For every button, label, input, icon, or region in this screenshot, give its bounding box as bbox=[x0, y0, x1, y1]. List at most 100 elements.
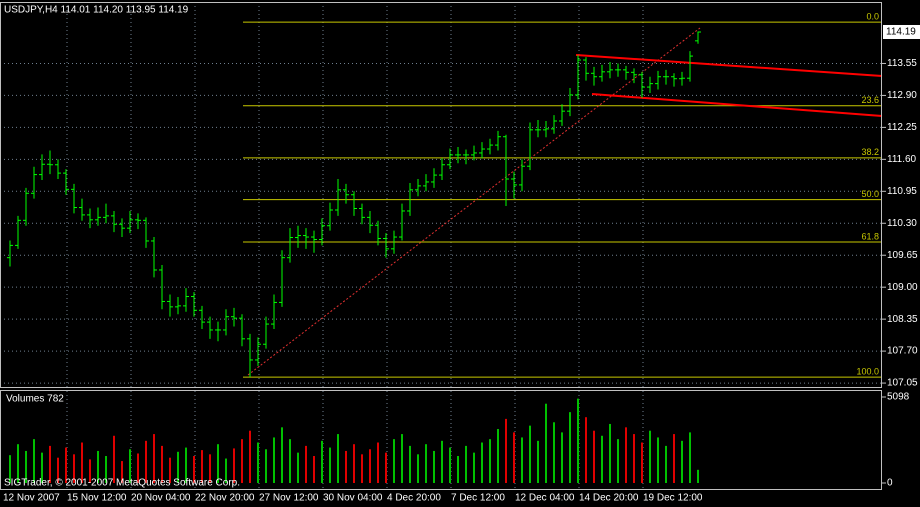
volume-bar bbox=[449, 447, 451, 483]
volume-bar bbox=[577, 398, 579, 483]
volume-bar bbox=[545, 403, 547, 483]
volume-bar bbox=[169, 457, 171, 483]
volume-bar bbox=[529, 425, 531, 483]
volume-bar bbox=[465, 445, 467, 483]
current-price-label: 114.19 bbox=[886, 27, 916, 38]
fib-level-label: 61.8 bbox=[861, 231, 879, 241]
price-panel-frame bbox=[0, 2, 882, 388]
volume-bar bbox=[433, 450, 435, 483]
volume-bar bbox=[161, 445, 163, 483]
y-tick-label: 110.30 bbox=[887, 218, 917, 229]
volume-bar bbox=[393, 439, 395, 483]
volume-bar bbox=[505, 418, 507, 483]
y-tick-label: 107.05 bbox=[887, 378, 918, 389]
x-tick-label: 7 Dec 12:00 bbox=[451, 493, 505, 504]
volume-bar bbox=[481, 442, 483, 483]
y-tick-label: 107.70 bbox=[887, 346, 918, 357]
fib-level-label: 0.0 bbox=[866, 12, 879, 22]
volume-bar bbox=[385, 452, 387, 483]
volume-bar bbox=[353, 444, 355, 483]
volume-bar bbox=[273, 437, 275, 483]
volume-bar bbox=[593, 430, 595, 483]
channel-upper bbox=[575, 54, 883, 77]
volume-bar bbox=[105, 456, 107, 483]
volume-bar bbox=[313, 456, 315, 483]
trend-line bbox=[247, 27, 701, 376]
volume-bar bbox=[537, 440, 539, 483]
volume-bar bbox=[401, 434, 403, 483]
volume-bar bbox=[321, 440, 323, 483]
volume-bar bbox=[561, 432, 563, 483]
volume-bar bbox=[113, 435, 115, 483]
copyright: SIGTrader, © 2001-2007 MetaQuotes Softwa… bbox=[4, 478, 240, 489]
volume-bar bbox=[41, 452, 43, 483]
volume-bar bbox=[473, 452, 475, 483]
volume-bar bbox=[689, 432, 691, 483]
volume-bar bbox=[553, 422, 555, 483]
volume-bar bbox=[121, 461, 123, 483]
volume-bar bbox=[457, 456, 459, 483]
y-tick-label: 109.65 bbox=[887, 250, 918, 261]
volume-bar bbox=[201, 450, 203, 483]
volume-bar bbox=[337, 434, 339, 483]
volume-tick-label: 5098 bbox=[887, 392, 910, 403]
volume-bar bbox=[193, 456, 195, 483]
volume-bar bbox=[297, 452, 299, 483]
volume-bar bbox=[33, 439, 35, 483]
volume-bar bbox=[657, 437, 659, 483]
x-tick-label: 27 Nov 12:00 bbox=[259, 493, 319, 504]
x-tick-label: 12 Nov 2007 bbox=[3, 493, 60, 504]
volume-bar bbox=[697, 469, 699, 483]
volume-bar bbox=[497, 429, 499, 483]
volume-bar bbox=[361, 454, 363, 483]
volume-bar bbox=[241, 439, 243, 483]
y-tick-label: 112.90 bbox=[887, 90, 917, 101]
volume-bar bbox=[9, 455, 11, 483]
volume-bar bbox=[65, 447, 67, 483]
volume-bar bbox=[153, 434, 155, 483]
volume-bar bbox=[89, 459, 91, 483]
x-tick-label: 20 Nov 04:00 bbox=[131, 493, 191, 504]
volume-bar bbox=[665, 445, 667, 483]
volume-bar bbox=[617, 439, 619, 483]
fib-level-label: 100.0 bbox=[856, 367, 879, 377]
volume-bar bbox=[249, 430, 251, 483]
volume-panel-frame bbox=[0, 390, 882, 490]
volume-bar bbox=[25, 450, 27, 483]
volume-bar bbox=[345, 450, 347, 483]
volume-bar bbox=[521, 437, 523, 483]
y-tick-label: 112.25 bbox=[887, 122, 917, 133]
volume-bar bbox=[377, 442, 379, 483]
y-tick-label: 113.55 bbox=[887, 58, 917, 69]
volume-bar bbox=[641, 442, 643, 483]
volume-tick-label: 0 bbox=[887, 478, 893, 489]
volume-bar bbox=[409, 445, 411, 483]
x-tick-label: 15 Nov 12:00 bbox=[67, 493, 127, 504]
volume-bar bbox=[209, 454, 211, 483]
volume-bar bbox=[97, 450, 99, 483]
y-tick-label: 111.60 bbox=[887, 154, 917, 165]
volume-bar bbox=[137, 453, 139, 483]
volume-bar bbox=[145, 440, 147, 483]
x-tick-label: 4 Dec 20:00 bbox=[387, 493, 441, 504]
volume-bar bbox=[513, 432, 515, 483]
volume-bar bbox=[217, 444, 219, 483]
volume-bar bbox=[17, 444, 19, 483]
volume-bar bbox=[417, 454, 419, 483]
volume-bar bbox=[425, 444, 427, 483]
volume-bar bbox=[81, 442, 83, 483]
volume-bar bbox=[185, 447, 187, 483]
volume-bar bbox=[233, 448, 235, 483]
volume-bar bbox=[569, 412, 571, 483]
volume-bar bbox=[489, 439, 491, 483]
volume-bar bbox=[305, 445, 307, 483]
volume-bar bbox=[289, 439, 291, 483]
volume-bar bbox=[625, 427, 627, 483]
x-tick-label: 14 Dec 20:00 bbox=[579, 493, 639, 504]
volume-bar bbox=[633, 434, 635, 483]
volume-bar bbox=[585, 417, 587, 483]
volume-bar bbox=[49, 445, 51, 483]
header: USDJPY,H4 114.01 114.20 113.95 114.19 bbox=[4, 5, 189, 16]
